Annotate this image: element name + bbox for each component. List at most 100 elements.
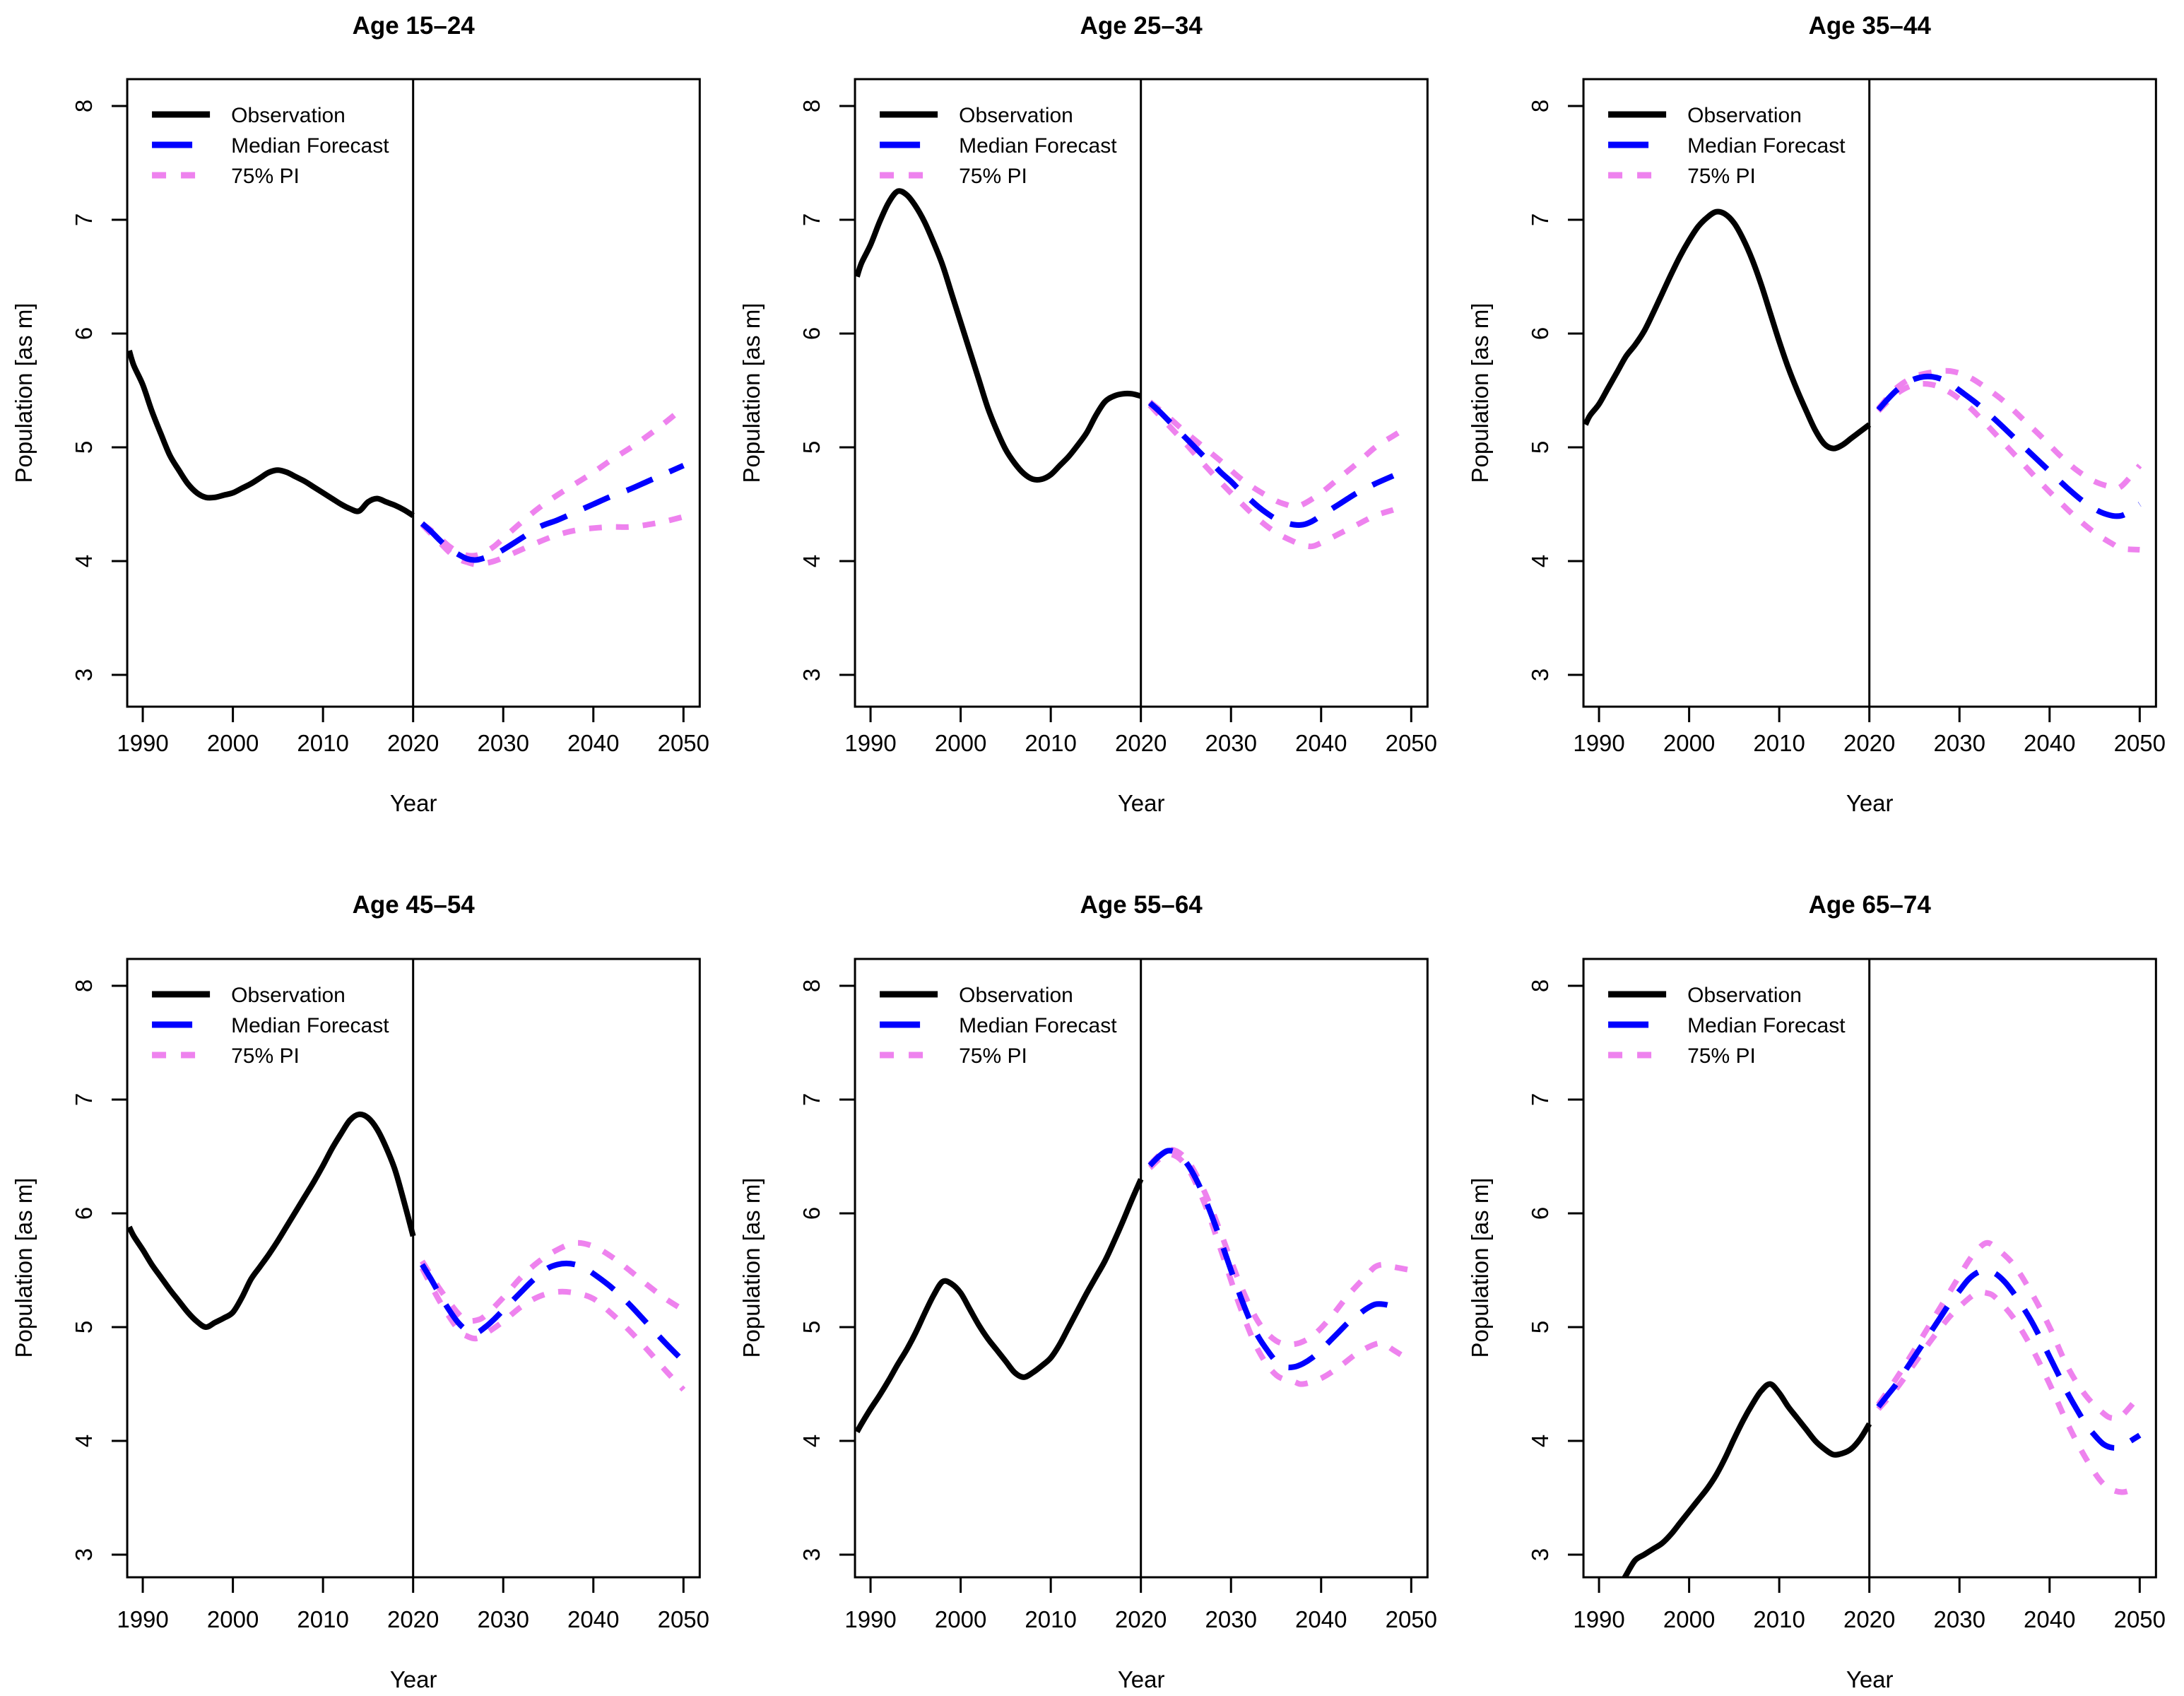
y-tick-label: 7 <box>1527 213 1553 226</box>
pi-upper-line <box>420 405 685 559</box>
panel-age-45-54: Age 45–54 Year Population [as m] 3 4 5 6 7 8 1… <box>0 848 728 1696</box>
observation-line <box>855 1178 1144 1434</box>
panel-age-55-64: Age 55–64 Year Population [as m] 3 4 5 6 7 8 1… <box>728 848 1456 1696</box>
y-tick-label: 5 <box>798 441 825 454</box>
y-tick-label: 3 <box>798 669 825 681</box>
x-tick-label: 2020 <box>1115 730 1167 756</box>
y-tick-label: 7 <box>1527 1093 1553 1106</box>
x-tick-label: 2050 <box>2113 1606 2165 1632</box>
plot-area: 3 4 5 6 7 8 1990 2000 2010 2020 2030 2040 2050 Observ… <box>71 78 709 756</box>
legend: Observation Median Forecast 75% PI <box>1607 984 1846 1068</box>
y-tick-label: 4 <box>71 1435 97 1447</box>
plot-svg-age-65-74: Age 65–74 Year Population [as m] 3 4 5 6 7 8 1… <box>1467 891 2166 1692</box>
chart-title: Age 65–74 <box>1808 891 1931 919</box>
plot-svg-age-35-44: Age 35–44 Year Population [as m] 3 4 5 6 7 8 1… <box>1467 12 2166 816</box>
x-tick-label: 2000 <box>1663 730 1715 756</box>
x-tick-label: 2030 <box>478 730 529 756</box>
y-axis-label: Population [as m] <box>738 1178 765 1358</box>
panel-age-65-74: Age 65–74 Year Population [as m] 3 4 5 6 7 8 1… <box>1456 848 2184 1696</box>
y-tick-label: 7 <box>798 1093 825 1106</box>
x-tick-label: 2020 <box>1843 730 1895 756</box>
plot-area: 3 4 5 6 7 8 1990 2000 2010 2020 2030 2040 2050 Observ… <box>1527 78 2166 756</box>
y-tick-label: 6 <box>1527 327 1553 340</box>
x-tick-label: 2040 <box>567 730 619 756</box>
x-tick-label: 1990 <box>117 1606 168 1632</box>
pi-upper-line <box>420 1239 685 1324</box>
y-tick-label: 4 <box>798 1435 825 1447</box>
plot-area: 3 4 5 6 7 8 1990 2000 2010 2020 2030 2040 2050 Observ… <box>71 958 709 1632</box>
x-axis-label: Year <box>1118 790 1165 816</box>
pi-upper-line <box>1876 367 2142 491</box>
pi-upper-line <box>1148 1146 1412 1348</box>
plot-svg-age-55-64: Age 55–64 Year Population [as m] 3 4 5 6 7 8 1… <box>738 891 1437 1692</box>
median-forecast-line <box>1148 401 1395 528</box>
legend-label: 75% PI <box>231 165 300 188</box>
x-tick-label: 2020 <box>1115 1606 1167 1632</box>
x-tick-label: 1990 <box>845 730 897 756</box>
x-tick-label: 2050 <box>658 730 709 756</box>
y-tick-label: 6 <box>71 1207 97 1220</box>
x-axis-label: Year <box>1846 1666 1894 1692</box>
observation-line <box>1621 1381 1872 1577</box>
y-tick-label: 6 <box>798 1207 825 1220</box>
pi-upper-line <box>1148 399 1405 510</box>
x-tick-label: 1990 <box>1573 1606 1624 1632</box>
y-tick-label: 7 <box>71 213 97 226</box>
legend-label: Observation <box>959 104 1073 127</box>
x-tick-label: 2000 <box>1663 1606 1715 1632</box>
y-axis-label: Population [as m] <box>1467 303 1493 483</box>
x-tick-label: 2030 <box>1205 1606 1257 1632</box>
y-tick-label: 6 <box>798 327 825 340</box>
x-axis-label: Year <box>390 790 437 816</box>
y-tick-label: 4 <box>1527 1435 1553 1447</box>
y-tick-label: 6 <box>1527 1207 1553 1220</box>
y-tick-label: 7 <box>798 213 825 226</box>
series-group <box>1621 1239 2142 1577</box>
legend: Observation Median Forecast 75% PI <box>152 984 389 1068</box>
observation-line <box>855 188 1143 483</box>
pi-lower-line <box>1147 403 1395 550</box>
y-tick-label: 5 <box>1527 441 1553 454</box>
legend-label: Observation <box>231 104 346 127</box>
series-group <box>855 188 1405 550</box>
y-axis-label: Population [as m] <box>11 1178 37 1358</box>
x-tick-label: 2010 <box>297 730 348 756</box>
observation-line <box>1583 208 1871 452</box>
median-forecast-line <box>1147 1148 1404 1371</box>
y-tick-label: 3 <box>1527 669 1553 681</box>
pi-lower-line <box>420 514 685 567</box>
y-tick-label: 5 <box>1527 1321 1553 1333</box>
pi-upper-line <box>1875 1239 2142 1422</box>
y-axis-label: Population [as m] <box>1467 1178 1493 1358</box>
chart-title: Age 35–44 <box>1808 12 1931 40</box>
chart-title: Age 25–34 <box>1080 12 1203 40</box>
series-group <box>855 1146 1413 1434</box>
median-forecast-line <box>420 1260 686 1364</box>
y-tick-label: 8 <box>1527 100 1553 112</box>
y-tick-label: 8 <box>71 100 97 112</box>
x-tick-label: 2040 <box>567 1606 619 1632</box>
legend-label: Median Forecast <box>1687 1014 1846 1037</box>
panel-age-35-44: Age 35–44 Year Population [as m] 3 4 5 6 7 8 1… <box>1456 0 2184 848</box>
x-tick-label: 2010 <box>1753 1606 1805 1632</box>
y-tick-label: 3 <box>1527 1548 1553 1561</box>
x-tick-label: 2030 <box>1933 730 1985 756</box>
x-tick-label: 2010 <box>297 1606 348 1632</box>
y-tick-label: 3 <box>71 669 97 681</box>
legend-label: 75% PI <box>1687 165 1756 188</box>
plot-area: 3 4 5 6 7 8 1990 2000 2010 2020 2030 2040 2050 Observ… <box>1527 958 2166 1632</box>
legend-label: 75% PI <box>231 1044 300 1068</box>
legend-label: Observation <box>1687 984 1802 1007</box>
x-tick-label: 1990 <box>1573 730 1624 756</box>
pi-lower-line <box>1876 1289 2141 1495</box>
plot-svg-age-15-24: Age 15–24 Year Population [as m] 3 4 5 6 7 8 1… <box>11 12 709 816</box>
x-tick-label: 2010 <box>1753 730 1805 756</box>
series-group <box>127 349 685 567</box>
plot-area: 3 4 5 6 7 8 1990 2000 2010 2020 2030 2040 2050 Observ… <box>798 958 1437 1632</box>
x-tick-label: 2040 <box>2024 1606 2075 1632</box>
legend-label: Median Forecast <box>959 134 1117 158</box>
x-tick-label: 2020 <box>1843 1606 1895 1632</box>
pi-lower-line <box>1876 380 2140 553</box>
x-tick-label: 2050 <box>658 1606 709 1632</box>
